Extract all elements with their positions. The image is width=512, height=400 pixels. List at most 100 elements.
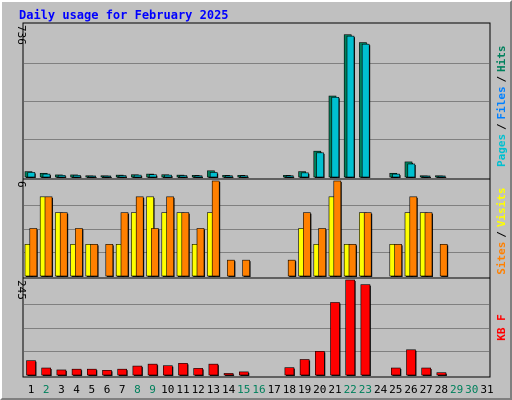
- bar-pages-20: [316, 152, 324, 178]
- bar-kb-f-25: [390, 367, 401, 376]
- y-max-label: 245: [15, 280, 28, 300]
- bar-sites-10: [166, 196, 174, 277]
- bar-sites-26: [409, 196, 418, 277]
- bar-sites-19: [303, 212, 311, 277]
- bar-pages-28: [437, 175, 446, 178]
- x-label-day-25: 25: [389, 383, 402, 396]
- bar-kb-f-7: [117, 368, 127, 376]
- x-label-day-10: 10: [161, 383, 174, 396]
- bar-kb-f-22: [345, 279, 356, 376]
- bar-pages-4: [73, 175, 81, 178]
- x-label-day-14: 14: [222, 383, 236, 396]
- bar-sites-6: [105, 244, 114, 277]
- x-label-day-18: 18: [283, 383, 296, 396]
- x-label-day-22: 22: [344, 383, 357, 396]
- bar-shadow: [89, 176, 97, 178]
- bar-pages-19: [301, 172, 309, 178]
- bar-sites-3: [59, 212, 68, 277]
- bar-shadow: [226, 176, 234, 178]
- x-label-day-20: 20: [313, 383, 326, 396]
- x-label-day-27: 27: [420, 383, 433, 396]
- bar-kb-f-4: [71, 368, 82, 376]
- bar-kb-f-12: [193, 368, 203, 376]
- legend-1: Pages / Files / Hits: [495, 45, 508, 167]
- bar-sites-1: [29, 228, 38, 277]
- bar-sites-5: [90, 244, 98, 277]
- bar-pages-26: [407, 163, 416, 178]
- x-label-day-4: 4: [73, 383, 80, 396]
- x-label-day-30: 30: [465, 383, 478, 396]
- x-label-day-11: 11: [176, 383, 189, 396]
- bar-kb-f-3: [56, 369, 67, 376]
- y-max-label: 6: [15, 181, 28, 188]
- bar-kb-f-18: [284, 367, 295, 376]
- bar-sites-22: [348, 244, 357, 277]
- bar-shadow: [104, 176, 112, 178]
- x-label-day-15: 15: [237, 383, 250, 396]
- bar-kb-f-14: [223, 373, 234, 376]
- bar-kb-f-21: [330, 302, 340, 376]
- legend-separator: /: [495, 231, 508, 238]
- bar-pages-8: [133, 174, 142, 178]
- legend-kb-f: KB F: [495, 314, 508, 341]
- bar-pages-25: [392, 173, 400, 178]
- bar-pages-7: [118, 175, 127, 178]
- bar-kb-f-23: [360, 284, 371, 376]
- bar-kb-f-28: [436, 372, 447, 376]
- bar-kb-f-10: [163, 365, 173, 376]
- bar-pages-14: [225, 175, 233, 178]
- x-label-day-19: 19: [298, 383, 311, 396]
- bar-kb-f-5: [87, 368, 97, 376]
- x-axis-labels: 1 2 3 4 5 6 7 8 9 10 11 12 13 14 15 16 17 18 19 20 21 22 23 24 2…: [28, 383, 494, 396]
- bar-kb-f-26: [406, 349, 416, 376]
- legend-sites: Sites: [495, 242, 508, 275]
- bar-pages-23: [361, 43, 370, 178]
- x-label-day-23: 23: [359, 383, 372, 396]
- bar-pages-5: [88, 175, 96, 178]
- bar-sites-8: [135, 196, 144, 277]
- x-label-day-5: 5: [88, 383, 95, 396]
- bar-pages-21: [331, 96, 340, 178]
- x-label-day-1: 1: [28, 383, 35, 396]
- legend-visits: Visits: [495, 187, 508, 227]
- bar-kb-f-9: [147, 363, 158, 376]
- legend-separator: /: [495, 123, 508, 130]
- chart-panel-1: 736 Pages / Files / Hits: [15, 22, 508, 180]
- bar-shadow: [287, 176, 295, 178]
- bar-shadow: [439, 176, 447, 178]
- bar-sites-12: [196, 228, 205, 277]
- bar-sites-4: [75, 228, 83, 277]
- bar-sites-14: [227, 259, 235, 277]
- x-label-day-8: 8: [134, 383, 141, 396]
- legend-3: KB F: [495, 314, 508, 341]
- bar-kb-f-1: [26, 360, 36, 376]
- x-label-day-3: 3: [58, 383, 65, 396]
- chart-panel-2: 6 Sites / Visits: [15, 178, 508, 279]
- bar-kb-f-13: [208, 363, 219, 376]
- legend-files: Files: [495, 86, 508, 119]
- bar-pages-10: [164, 174, 172, 178]
- panel-background: [22, 277, 491, 378]
- legend-hits: Hits: [495, 45, 508, 72]
- x-label-day-7: 7: [119, 383, 126, 396]
- bar-pages-2: [42, 173, 51, 178]
- bar-kb-f-20: [314, 351, 325, 376]
- bar-kb-f-11: [178, 363, 188, 376]
- bar-shadow: [241, 176, 249, 178]
- x-label-day-16: 16: [252, 383, 265, 396]
- bar-sites-27: [424, 212, 433, 277]
- x-label-day-2: 2: [43, 383, 50, 396]
- bar-pages-9: [149, 174, 157, 178]
- bar-sites-28: [439, 244, 448, 277]
- bar-sites-18: [287, 259, 296, 277]
- bar-kb-f-6: [102, 370, 112, 376]
- x-label-day-12: 12: [192, 383, 205, 396]
- bar-pages-3: [57, 175, 66, 178]
- chart-panels: 736 Pages / Files / Hits 6 Sites / Visits 245 KB F: [15, 22, 508, 378]
- bar-shadow: [424, 176, 431, 178]
- bar-shadow: [196, 176, 203, 178]
- bar-pages-22: [346, 35, 355, 178]
- legend-pages: Pages: [495, 134, 508, 167]
- x-label-day-17: 17: [268, 383, 281, 396]
- x-label-day-9: 9: [149, 383, 156, 396]
